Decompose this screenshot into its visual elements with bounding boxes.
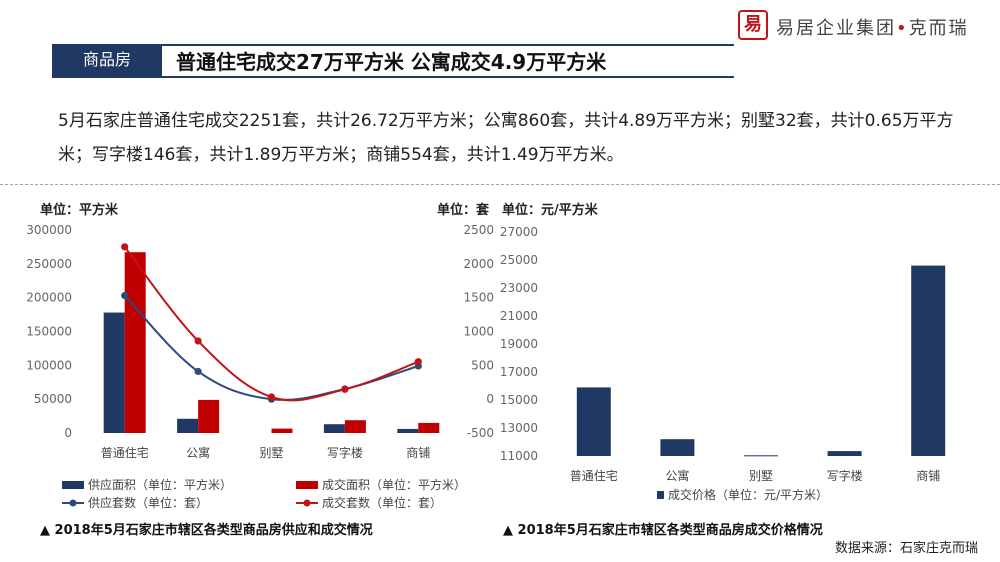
header-bottom-rule <box>52 76 734 78</box>
chart1-left-tick-label: 150000 <box>26 325 72 339</box>
chart1-series-line <box>123 294 419 401</box>
chart2-bar <box>744 455 778 457</box>
chart2-category-label: 公寓 <box>665 468 689 483</box>
logo-company-name: 易居企业集团 <box>776 18 896 39</box>
chart1-left-tick-label: 200000 <box>26 291 72 305</box>
chart1-unit-left: 单位：平方米 <box>40 203 119 218</box>
chart1-line-point <box>194 337 202 345</box>
chart1-legend-label: 成交套数（单位：套） <box>322 495 442 510</box>
chart2-caption: ▲ 2018年5月石家庄市辖区各类型商品房成交价格情况 <box>503 523 823 538</box>
chart2-tick-label: 19000 <box>500 337 538 351</box>
chart2-category-label: 普通住宅 <box>570 468 618 483</box>
chart2-tick-label: 13000 <box>500 421 538 435</box>
section-divider <box>0 184 1000 185</box>
logo-dot: • <box>896 18 909 39</box>
chart1-line-point <box>121 292 129 300</box>
chart2-bar <box>576 387 611 456</box>
chart1-right-tick-label: 500 <box>471 358 494 372</box>
chart1-category-label: 写字楼 <box>327 445 363 460</box>
chart1-legend-marker <box>69 499 77 507</box>
logo-sub-name: 克而瑞 <box>908 18 969 39</box>
chart1-left-tick-label: 50000 <box>34 392 72 406</box>
chart1-category-label: 普通住宅 <box>101 445 149 460</box>
chart2-tick-label: 17000 <box>500 365 538 379</box>
chart1-line-point <box>341 385 349 393</box>
chart2-legend-swatch <box>657 491 664 499</box>
chart2-unit: 单位：元/平方米 <box>502 203 598 218</box>
chart1-line-point <box>414 358 422 366</box>
chart1-legend-swatch <box>62 481 84 489</box>
chart1-bar <box>271 428 293 433</box>
chart2-tick-label: 25000 <box>500 253 538 267</box>
chart1-bar <box>344 420 366 433</box>
logo-text: 易居企业集团•克而瑞 <box>776 14 969 40</box>
chart1-legend-label: 供应套数（单位：套） <box>88 495 208 510</box>
chart1-bar <box>418 422 440 433</box>
chart2-tick-label: 27000 <box>500 225 538 239</box>
section-tag: 商品房 <box>52 44 162 76</box>
chart1-legend-label: 供应面积（单位：平方米） <box>88 477 232 492</box>
chart1-right-tick-label: 2000 <box>463 257 494 271</box>
chart2-category-label: 商铺 <box>916 468 940 483</box>
chart1-series-line <box>123 246 419 402</box>
chart1-category-label: 公寓 <box>186 445 210 460</box>
chart2-bar <box>911 265 946 456</box>
chart1-bar <box>177 418 199 433</box>
chart1-left-tick-label: 250000 <box>26 257 72 271</box>
header-top-rule <box>52 44 734 46</box>
chart1-category-label: 商铺 <box>406 445 430 460</box>
chart2-bar <box>660 439 695 456</box>
chart1-legend-swatch <box>296 481 318 489</box>
page-headline: 普通住宅成交27万平方米 公寓成交4.9万平方米 <box>176 50 607 74</box>
chart1-right-tick-label: 1500 <box>463 291 494 305</box>
chart1-unit-right: 单位：套 <box>437 203 490 218</box>
chart1-bar <box>103 312 125 433</box>
chart1-right-tick-label: 0 <box>486 392 494 406</box>
chart2-tick-label: 23000 <box>500 281 538 295</box>
chart2-category-label: 别墅 <box>749 469 773 483</box>
chart1-bar <box>198 399 220 433</box>
chart1-legend-label: 成交面积（单位：平方米） <box>322 477 466 492</box>
chart1-line-point <box>267 393 276 401</box>
supply-transaction-chart: 300000 250000 200000 150000 100000 50000 0 2500… <box>26 223 494 510</box>
chart1-left-tick-label: 100000 <box>26 358 72 372</box>
chart1-right-tick-label: -500 <box>467 426 494 440</box>
brand-logo: 易 易居企业集团•克而瑞 <box>738 10 990 44</box>
chart2-bar <box>827 451 862 456</box>
chart1-bar <box>124 252 146 433</box>
data-source: 数据来源：石家庄克而瑞 <box>834 541 978 556</box>
chart1-left-tick-label: 300000 <box>26 223 72 237</box>
chart2-tick-label: 11000 <box>500 449 538 463</box>
price-chart: 27000 25000 23000 21000 19000 17000 15000 13000… <box>500 225 946 502</box>
chart2-category-label: 写字楼 <box>827 468 863 483</box>
chart2-legend-label: 成交价格（单位：元/平方米） <box>668 487 828 502</box>
chart1-right-tick-label: 2500 <box>463 223 494 237</box>
chart1-line-point <box>194 367 202 376</box>
chart1-category-label: 别墅 <box>259 446 283 460</box>
summary-text: 5月石家庄普通住宅成交2251套，共计26.72万平方米；公寓860套，共计4.… <box>58 111 954 165</box>
chart1-caption: ▲ 2018年5月石家庄市辖区各类型商品房供应和成交情况 <box>40 523 373 538</box>
logo-mark-icon: 易 <box>738 10 768 40</box>
chart2-tick-label: 21000 <box>500 309 538 323</box>
chart1-bar <box>323 424 345 433</box>
chart1-legend-marker <box>303 499 311 507</box>
chart1-bar <box>397 428 419 433</box>
chart1-left-tick-label: 0 <box>64 426 72 440</box>
chart2-tick-label: 15000 <box>500 393 538 407</box>
chart1-right-tick-label: 1000 <box>463 325 494 339</box>
chart1-line-point <box>121 243 129 251</box>
